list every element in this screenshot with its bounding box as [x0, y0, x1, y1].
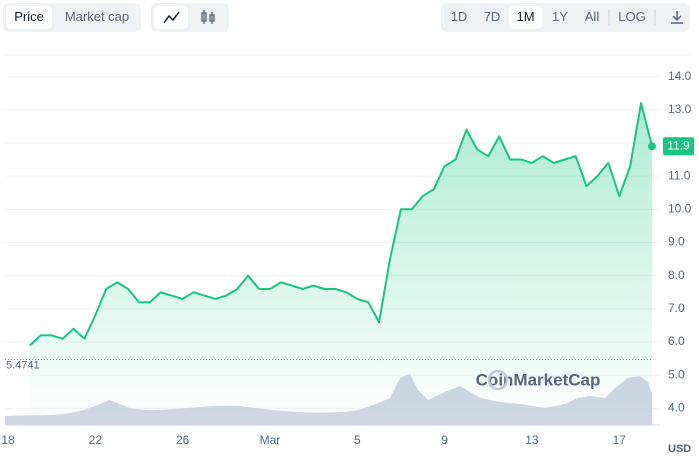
last-price-label: 11.9	[667, 138, 690, 152]
last-price-badge	[663, 137, 694, 156]
y-tick-label: 13.0	[668, 102, 692, 116]
x-tick-label: 13	[525, 433, 539, 447]
reference-label: 5.4741	[6, 360, 40, 372]
x-tick-label: 18	[1, 433, 15, 447]
last-price-dot	[648, 142, 656, 151]
candle-icon[interactable]	[201, 10, 215, 24]
price-area	[29, 103, 653, 425]
x-tick-label: 22	[89, 433, 103, 447]
range-button[interactable]: 1Y	[552, 9, 568, 24]
y-tick-label: 11.0	[668, 168, 691, 182]
range-button[interactable]: 1M	[516, 9, 534, 24]
range-button[interactable]: 1D	[451, 9, 468, 24]
watermark: CoinMarketCap	[476, 370, 601, 389]
currency-label: USD	[668, 443, 691, 455]
range-button[interactable]: 7D	[484, 9, 501, 24]
download-button[interactable]	[671, 11, 683, 24]
x-tick-label: 5	[354, 433, 361, 447]
x-tick-label: 17	[613, 433, 627, 447]
y-tick-label: 14.0	[668, 69, 692, 83]
price-line	[29, 102, 653, 347]
y-tick-label: 4.0	[668, 401, 685, 415]
range-selected	[509, 6, 542, 29]
range-button[interactable]: LOG	[618, 9, 645, 24]
watermark-logo	[487, 369, 509, 391]
y-tick-label: 6.0	[668, 334, 685, 348]
metric-selected	[6, 6, 52, 29]
y-tick-label: 10.0	[668, 201, 692, 215]
metric-button[interactable]: Market cap	[65, 9, 129, 24]
line-icon	[163, 11, 180, 24]
range-button[interactable]: All	[585, 9, 600, 24]
x-tick-label: 9	[441, 433, 448, 447]
y-tick-label: 9.0	[668, 235, 685, 249]
y-tick-label: 5.0	[668, 367, 685, 381]
x-tick-label: Mar	[260, 433, 281, 447]
y-tick-label: 7.0	[668, 301, 685, 315]
toolbar: Price Market cap 1D 7D 1M 1Y All LOG	[3, 3, 690, 32]
x-tick-label: 26	[176, 433, 190, 447]
metric-button[interactable]: Price	[14, 9, 44, 24]
range-group	[441, 3, 690, 32]
y-tick-label: 8.0	[668, 268, 685, 282]
